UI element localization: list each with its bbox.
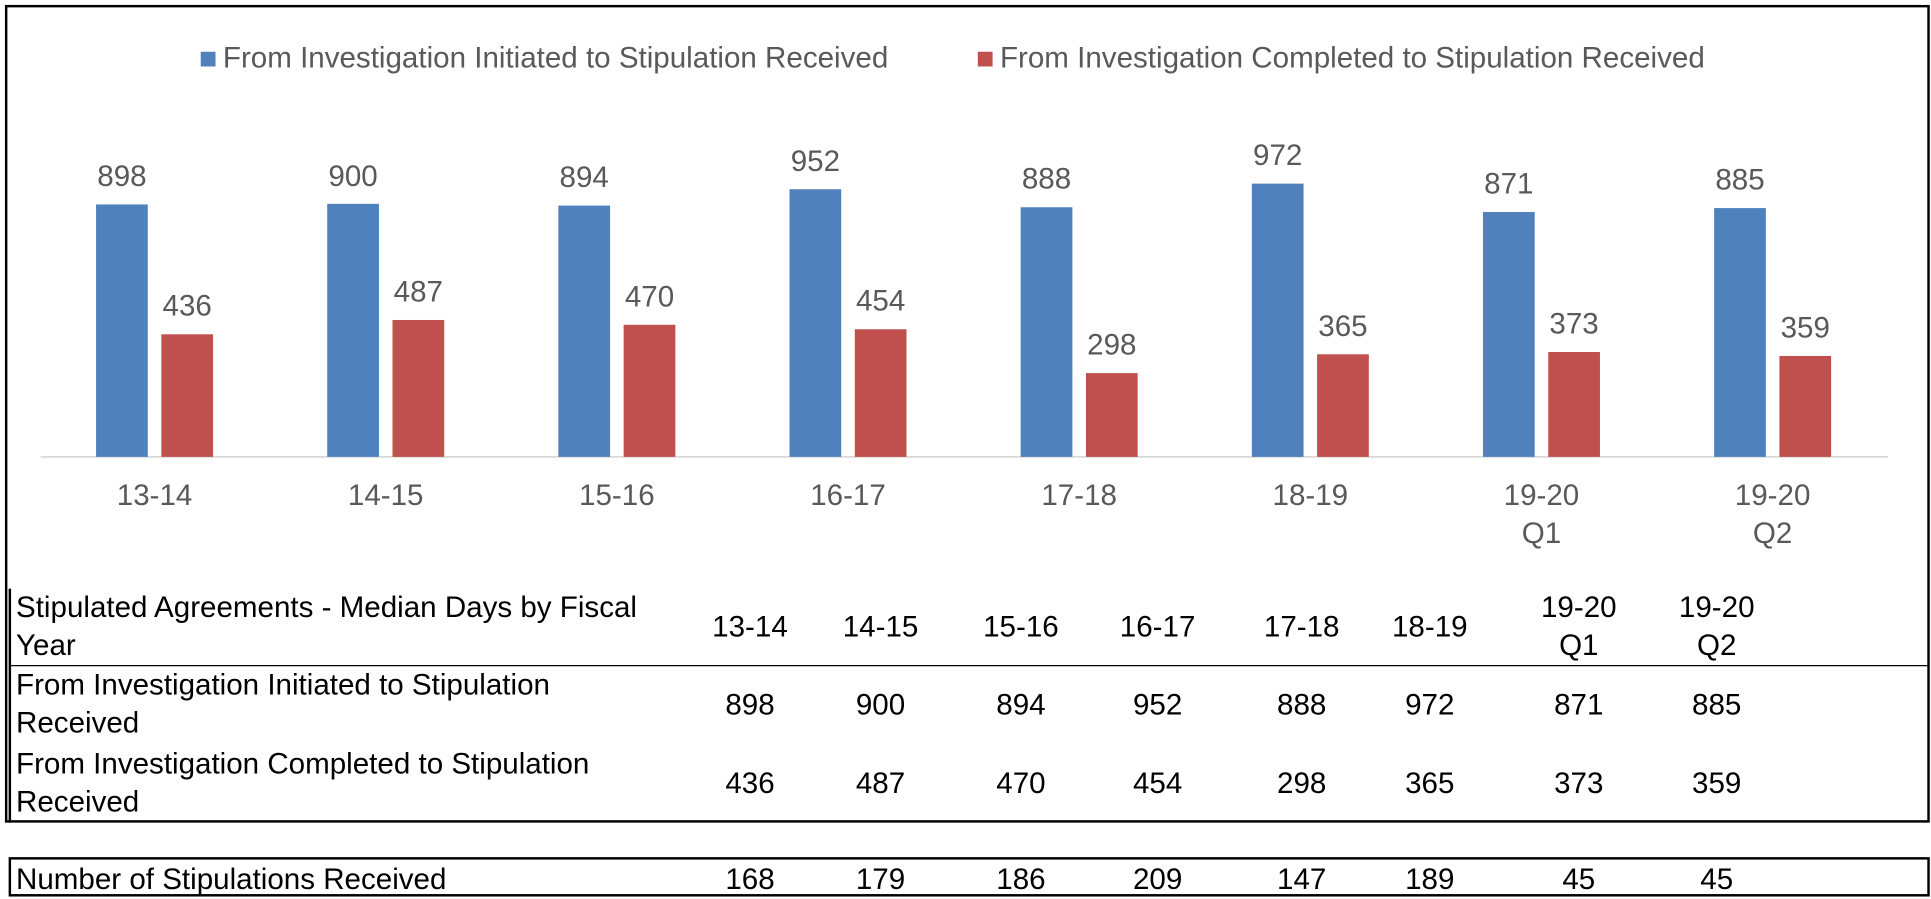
value-label: 888 — [1021, 162, 1072, 197]
count-frame — [8, 857, 1930, 897]
cell: 365 — [1405, 767, 1455, 801]
bar — [1085, 373, 1138, 457]
cell: 298 — [1277, 767, 1327, 801]
bar — [1482, 212, 1535, 457]
value-label: 365 — [1318, 309, 1368, 344]
x-tick-label: 18-19 — [1272, 479, 1349, 513]
cell: 373 — [1554, 767, 1604, 801]
cell: 900 — [855, 688, 906, 722]
row-label: From Investigation Initiated to Stipulat… — [16, 668, 550, 741]
bar — [623, 324, 676, 457]
x-tick-label: 16-17 — [810, 479, 886, 513]
x-tick-label: 19-20 Q2 — [1734, 479, 1811, 551]
cell: 209 — [1132, 863, 1183, 897]
legend-swatch — [200, 51, 216, 67]
bar — [1251, 183, 1304, 457]
cell: 359 — [1692, 767, 1742, 801]
bar — [854, 329, 907, 457]
cell: 470 — [996, 767, 1046, 801]
value-label: 359 — [1780, 311, 1830, 345]
legend-label: From Investigation Initiated to Stipulat… — [222, 41, 889, 76]
column-header: 17-18 — [1263, 610, 1340, 645]
cell: 454 — [1132, 767, 1183, 801]
cell: 898 — [725, 688, 775, 722]
bar — [1020, 207, 1073, 457]
bar — [558, 205, 611, 457]
table-title: Stipulated Agreements - Median Days by F… — [16, 591, 637, 663]
x-tick-label: 19-20 Q1 — [1503, 479, 1580, 551]
x-tick-label: 17-18 — [1041, 479, 1117, 513]
cell: 952 — [1132, 688, 1183, 722]
cell: 894 — [996, 688, 1046, 722]
bar — [161, 334, 214, 457]
column-header: 14-15 — [842, 610, 919, 645]
bar — [392, 319, 445, 457]
bar — [96, 204, 148, 457]
legend-swatch — [977, 51, 993, 67]
x-tick-label: 13-14 — [116, 479, 193, 513]
column-header: 16-17 — [1119, 610, 1196, 645]
table-edge — [8, 588, 12, 823]
cell: 487 — [855, 767, 906, 801]
row-label: From Investigation Completed to Stipulat… — [16, 747, 590, 819]
cell: 186 — [996, 863, 1046, 897]
value-label: 972 — [1253, 139, 1303, 173]
column-header: 13-14 — [712, 610, 788, 645]
bar — [789, 189, 842, 457]
value-label: 373 — [1549, 307, 1599, 341]
value-label: 436 — [162, 289, 212, 324]
x-tick-label: 14-15 — [347, 479, 424, 513]
chart-frame — [4, 4, 1930, 823]
cell: 436 — [725, 767, 775, 801]
value-label: 487 — [393, 275, 443, 309]
x-tick-label: 15-16 — [579, 479, 655, 513]
value-label: 885 — [1715, 163, 1765, 197]
cell: 179 — [855, 863, 906, 897]
bar — [327, 203, 379, 457]
value-label: 898 — [97, 160, 147, 194]
cell: 168 — [725, 863, 775, 897]
column-header: 19-20 Q1 — [1540, 591, 1617, 663]
value-label: 894 — [559, 161, 609, 195]
cell: 888 — [1277, 688, 1327, 722]
legend-label: From Investigation Completed to Stipulat… — [999, 41, 1705, 76]
value-label: 454 — [855, 284, 906, 319]
column-header: 18-19 — [1391, 610, 1468, 645]
value-label: 952 — [790, 144, 841, 179]
cell: 45 — [1562, 863, 1596, 897]
row-label: Number of Stipulations Received — [16, 863, 447, 897]
column-header: 19-20 Q2 — [1678, 591, 1755, 663]
bar — [1317, 354, 1369, 457]
bar — [1714, 208, 1766, 457]
cell: 147 — [1277, 863, 1327, 897]
column-header: 15-16 — [983, 610, 1059, 645]
cell: 189 — [1405, 863, 1455, 897]
cell: 972 — [1405, 688, 1455, 722]
cell: 45 — [1700, 863, 1734, 897]
value-label: 900 — [328, 159, 378, 193]
cell: 885 — [1692, 688, 1742, 722]
cell: 871 — [1554, 688, 1604, 722]
value-label: 298 — [1087, 328, 1137, 363]
table-rule — [9, 665, 1929, 667]
bar — [1548, 352, 1600, 457]
value-label: 470 — [624, 280, 675, 314]
value-label: 871 — [1484, 167, 1534, 201]
bar — [1779, 355, 1832, 457]
